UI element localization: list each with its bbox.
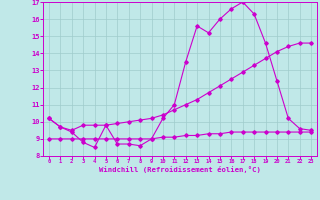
X-axis label: Windchill (Refroidissement éolien,°C): Windchill (Refroidissement éolien,°C) (99, 166, 261, 173)
